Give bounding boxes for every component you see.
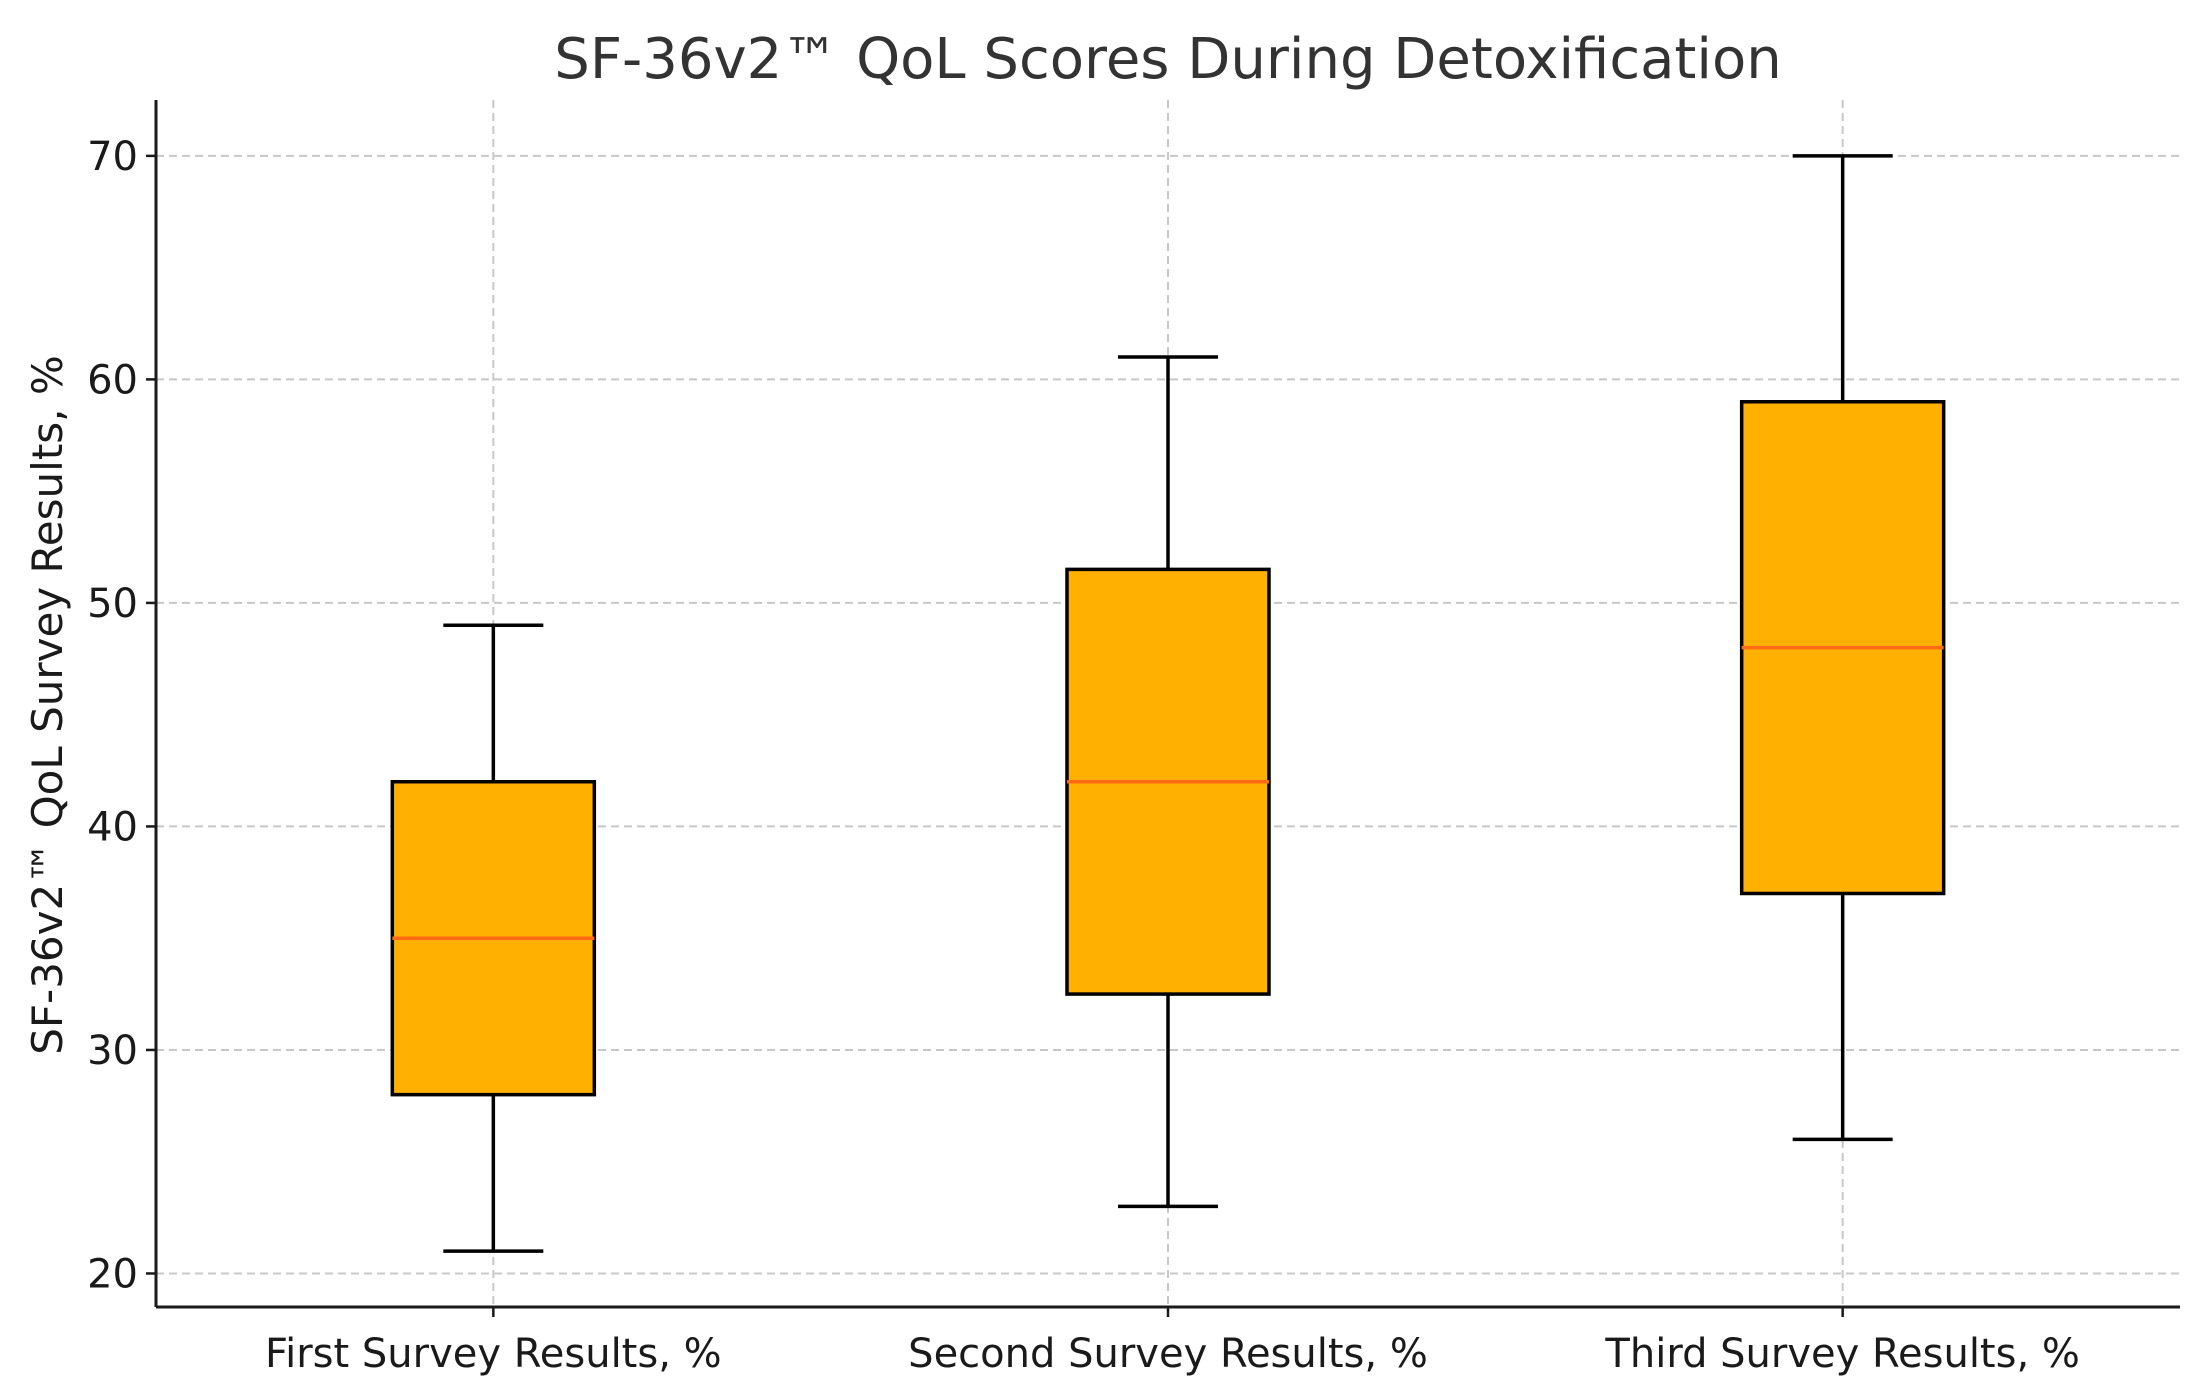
y-tick-label: 40 [87, 804, 138, 850]
tick-labels: 20 30 40 50 60 70 First Survey Results, % Secon… [87, 134, 2080, 1377]
y-axis-label: SF-36v2™ QoL Survey Results, % [23, 355, 72, 1055]
x-tick-label: Third Survey Results, % [1604, 1331, 2079, 1377]
y-tick-label: 20 [87, 1251, 138, 1297]
box-group [1065, 355, 1271, 1209]
plot-area [390, 154, 1946, 1253]
box-group [390, 623, 597, 1253]
y-tick-label: 30 [87, 1028, 138, 1074]
box-group [1739, 154, 1946, 1142]
y-tick-label: 50 [87, 581, 138, 627]
x-tick-label: Second Survey Results, % [908, 1331, 1428, 1377]
y-tick-label: 70 [87, 134, 138, 180]
y-tick-label: 60 [87, 357, 138, 403]
chart-title: SF-36v2™ QoL Scores During Detoxificatio… [554, 27, 1781, 92]
x-tick-label: First Survey Results, % [265, 1331, 722, 1377]
